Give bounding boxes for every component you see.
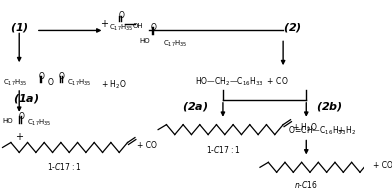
Text: O: O [48,78,54,87]
Text: $\bfit{(2)}$: $\bfit{(2)}$ [283,21,302,34]
Text: O: O [38,72,44,81]
Text: +: + [15,132,23,142]
Text: + H$_2$: + H$_2$ [337,125,356,137]
Text: +: + [100,19,109,29]
Text: $\it{n\text{-}C16}$: $\it{n\text{-}C16}$ [294,179,318,190]
Text: HO: HO [139,38,149,44]
Text: OH: OH [132,23,143,29]
Text: O: O [59,72,65,81]
Text: $\sf C_{17}H_{35}$: $\sf C_{17}H_{35}$ [109,23,133,33]
Text: + CO: + CO [373,161,392,170]
Text: $\sf C_{17}H_{35}$: $\sf C_{17}H_{35}$ [27,118,51,128]
Text: $\sf C_{17}H_{35}$: $\sf C_{17}H_{35}$ [163,38,187,48]
Text: $\bfit{(1a)}$: $\bfit{(1a)}$ [13,92,40,105]
Text: O: O [18,112,24,121]
Text: $\sf C_{17}H_{35}$: $\sf C_{17}H_{35}$ [2,78,27,88]
Text: $\it{1\text{-}C17:1}$: $\it{1\text{-}C17:1}$ [47,161,81,172]
Text: O: O [118,11,124,20]
Text: $\bfit{(2a)}$: $\bfit{(2a)}$ [182,100,208,113]
Text: $\it{1\text{-}C17:1}$: $\it{1\text{-}C17:1}$ [206,144,240,154]
Text: $\bfit{(2b)}$: $\bfit{(2b)}$ [316,100,343,113]
Text: HO—CH$_2$—C$_{16}$H$_{33}$  + CO: HO—CH$_2$—C$_{16}$H$_{33}$ + CO [195,75,289,87]
Text: + H$_2$O: + H$_2$O [101,78,127,91]
Text: HO: HO [2,118,13,124]
Text: $\bfit{(1)}$: $\bfit{(1)}$ [10,21,29,34]
Text: $\sf C_{17}H_{35}$: $\sf C_{17}H_{35}$ [67,78,92,88]
Text: + CO: + CO [137,141,157,150]
Text: O: O [151,23,156,31]
Text: O$\!=\!$CH—C$_{16}$H$_{33}$: O$\!=\!$CH—C$_{16}$H$_{33}$ [288,125,346,137]
Text: + H$_2$O: + H$_2$O [292,121,318,134]
